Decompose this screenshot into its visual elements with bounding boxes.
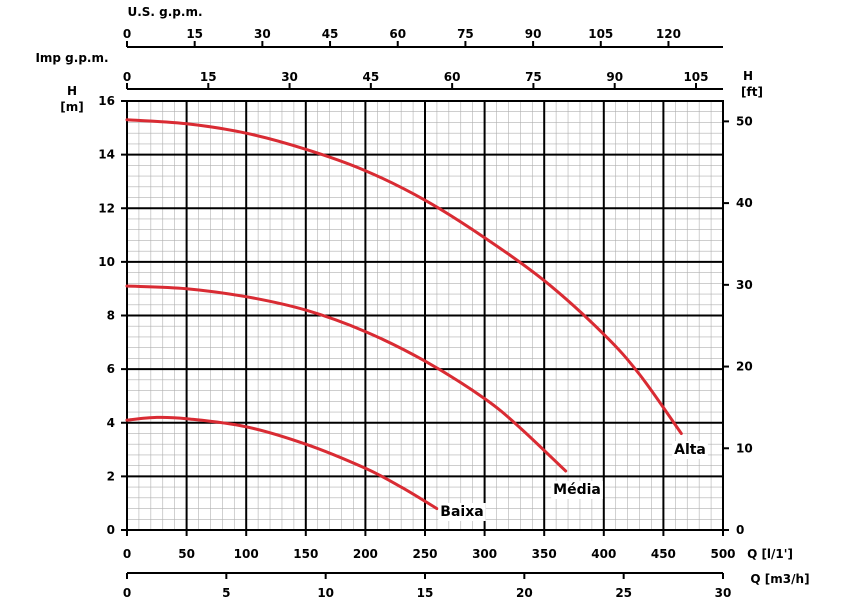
x-tick-label-m3h: 30	[715, 586, 732, 600]
x-tick-label-impgpm: 0	[123, 70, 131, 84]
y-tick-label-ft: 20	[736, 360, 753, 374]
y-tick-label-m: 8	[107, 309, 115, 323]
x-tick-label-lmin: 400	[591, 547, 616, 561]
x-tick-label-m3h: 5	[222, 586, 230, 600]
y-axis-unit-right: [ft]	[741, 85, 763, 99]
x-tick-label-lmin: 200	[353, 547, 378, 561]
x-axis-title-impgpm: Imp g.p.m.	[35, 51, 108, 65]
curve-label-alta: Alta	[674, 442, 706, 458]
x-tick-label-usgpm: 0	[123, 27, 131, 41]
curve-label-mdia: Média	[553, 482, 601, 498]
x-tick-label-m3h: 0	[123, 586, 131, 600]
x-tick-label-lmin: 150	[293, 547, 318, 561]
x-tick-label-m3h: 10	[317, 586, 334, 600]
curve-baixa	[125, 415, 439, 511]
x-axis-title-lmin: Q [l/1']	[747, 547, 793, 561]
y-tick-label-m: 16	[98, 94, 115, 108]
y-tick-label-m: 14	[98, 148, 115, 162]
x-tick-label-m3h: 25	[615, 586, 632, 600]
x-tick-label-lmin: 100	[234, 547, 259, 561]
x-axis-title-m3h: Q [m3/h]	[750, 572, 809, 586]
y-axis-title-right: H	[743, 69, 753, 83]
x-tick-label-impgpm: 45	[363, 70, 380, 84]
y-axis-unit-left: [m]	[60, 100, 83, 114]
x-tick-label-lmin: 350	[532, 547, 557, 561]
curve-label-background	[551, 481, 603, 499]
x-tick-label-impgpm: 90	[606, 70, 623, 84]
y-tick-label-ft: 30	[736, 278, 753, 292]
x-tick-label-impgpm: 15	[200, 70, 217, 84]
x-tick-label-usgpm: 45	[322, 27, 339, 41]
curve-label-background	[438, 503, 486, 521]
y-tick-label-m: 0	[107, 523, 115, 537]
y-tick-label-ft: 10	[736, 441, 753, 455]
x-tick-label-m3h: 15	[417, 586, 434, 600]
x-tick-label-lmin: 500	[710, 547, 735, 561]
x-tick-label-lmin: 50	[178, 547, 195, 561]
x-tick-label-lmin: 250	[412, 547, 437, 561]
x-tick-label-impgpm: 75	[525, 70, 542, 84]
x-tick-label-lmin: 450	[651, 547, 676, 561]
x-tick-label-usgpm: 90	[525, 27, 542, 41]
x-tick-label-lmin: 0	[123, 547, 131, 561]
x-tick-label-usgpm: 60	[389, 27, 406, 41]
y-tick-label-ft: 50	[736, 114, 753, 128]
y-tick-label-m: 12	[98, 201, 115, 215]
x-tick-label-impgpm: 105	[683, 70, 708, 84]
curve-mdia	[125, 284, 568, 473]
x-tick-label-impgpm: 30	[281, 70, 298, 84]
x-axis-title-usgpm: U.S. g.p.m.	[127, 5, 202, 19]
y-tick-label-m: 2	[107, 469, 115, 483]
x-tick-label-usgpm: 75	[457, 27, 474, 41]
y-tick-label-ft: 40	[736, 196, 753, 210]
y-tick-label-m: 10	[98, 255, 115, 269]
curve-label-baixa: Baixa	[440, 504, 483, 520]
curve-label-background	[672, 441, 708, 459]
x-tick-label-m3h: 20	[516, 586, 533, 600]
x-tick-label-usgpm: 30	[254, 27, 271, 41]
x-tick-label-usgpm: 120	[656, 27, 681, 41]
y-tick-label-m: 6	[107, 362, 115, 376]
x-tick-label-usgpm: 15	[186, 27, 203, 41]
y-axis-title-left: H	[67, 84, 77, 98]
x-tick-label-impgpm: 60	[444, 70, 461, 84]
x-tick-label-usgpm: 105	[588, 27, 613, 41]
curve-alta	[125, 118, 683, 435]
y-tick-label-m: 4	[107, 416, 115, 430]
x-tick-label-lmin: 300	[472, 547, 497, 561]
y-tick-label-ft: 0	[736, 523, 744, 537]
